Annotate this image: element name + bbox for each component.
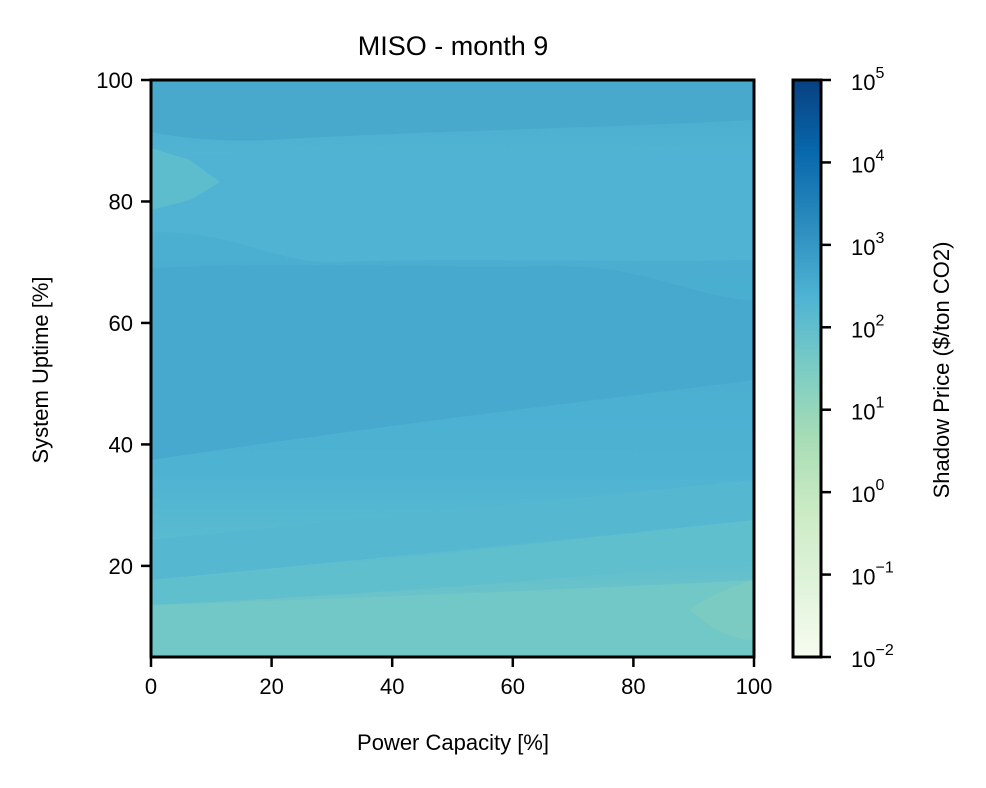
- contour-band-left-light: [151, 148, 220, 210]
- x-tick-label: 0: [145, 674, 157, 699]
- colorbar-tick-exponent: 5: [875, 65, 884, 82]
- colorbar-label: Shadow Price ($/ton CO2): [929, 242, 954, 499]
- colorbar-tick-base: 10: [851, 317, 875, 342]
- contour-band-lower-1: [151, 480, 754, 580]
- colorbar-tick-exponent: 4: [875, 147, 884, 164]
- contour-band-bottom: [151, 580, 754, 657]
- colorbar-tick-base: 10: [851, 400, 875, 425]
- y-tick-label: 100: [96, 68, 133, 93]
- x-tick-label: 20: [259, 674, 283, 699]
- y-axis-label: System Uptime [%]: [28, 276, 53, 463]
- colorbar-tick-label: 105: [851, 65, 884, 95]
- chart-title: MISO - month 9: [358, 31, 549, 61]
- colorbar-tick-label: 103: [851, 230, 884, 260]
- colorbar-tick-label: 100: [851, 477, 884, 507]
- contour-band-upper-light: [151, 150, 754, 262]
- colorbar-tick-exponent: 2: [875, 312, 884, 329]
- y-tick-label: 20: [109, 554, 133, 579]
- colorbar-tick-exponent: −2: [875, 642, 893, 659]
- contour-band-lower-2: [151, 520, 754, 605]
- x-tick-label: 60: [501, 674, 525, 699]
- y-tick-label: 60: [109, 311, 133, 336]
- colorbar-tick-exponent: 0: [875, 477, 884, 494]
- colorbar-tick-exponent: 3: [875, 230, 884, 247]
- colorbar-fill: [793, 80, 821, 657]
- x-tick-label: 100: [736, 674, 773, 699]
- plot-area: [151, 80, 754, 657]
- colorbar-tick-label: 10−1: [851, 560, 894, 590]
- colorbar-tick-label: 104: [851, 147, 884, 177]
- colorbar-tick-exponent: −1: [875, 560, 893, 577]
- colorbar-tick-base: 10: [851, 565, 875, 590]
- y-axis: 20 40 60 80 100: [96, 68, 151, 579]
- plot-frame: [149, 78, 756, 659]
- contour-band-top: [151, 80, 754, 141]
- x-tick-label: 40: [380, 674, 404, 699]
- colorbar-tick-base: 10: [851, 152, 875, 177]
- colorbar-tick-label: 101: [851, 395, 884, 425]
- contour-band-mid: [151, 265, 754, 460]
- colorbar-tick-base: 10: [851, 647, 875, 672]
- colorbar-tick-exponent: 1: [875, 395, 884, 412]
- colorbar-tick-label: 102: [851, 312, 884, 342]
- colorbar-tick-base: 10: [851, 482, 875, 507]
- y-tick-label: 80: [109, 189, 133, 214]
- x-axis: 0 20 40 60 80 100: [145, 657, 772, 699]
- x-tick-label: 80: [621, 674, 645, 699]
- colorbar-tick-base: 10: [851, 70, 875, 95]
- colorbar-tick-base: 10: [851, 235, 875, 260]
- colorbar-tick-label: 10−2: [851, 642, 894, 672]
- colorbar-frame: [791, 78, 823, 659]
- x-axis-label: Power Capacity [%]: [357, 730, 549, 755]
- y-tick-label: 40: [109, 432, 133, 457]
- contour-band-bottom-right: [690, 580, 754, 640]
